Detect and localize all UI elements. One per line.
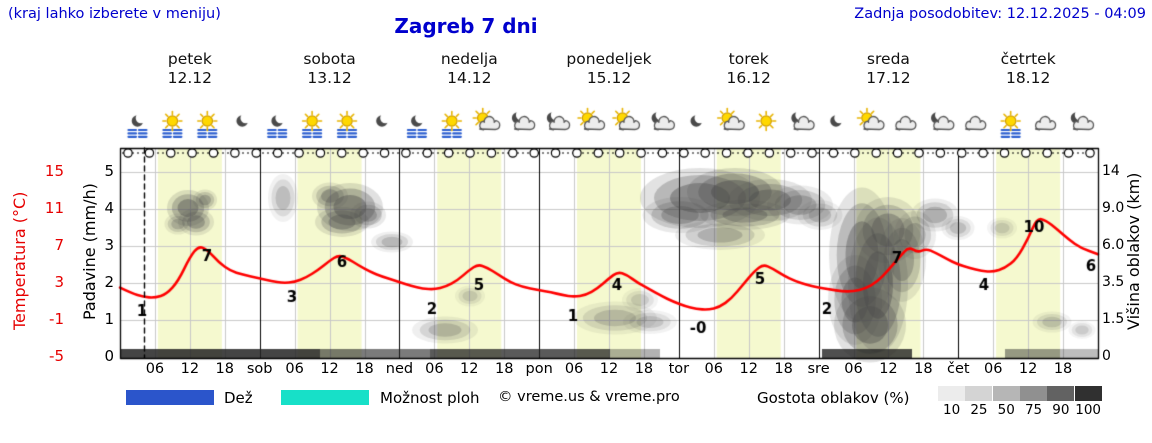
- cloud-density-swatch: [992, 386, 1020, 401]
- day-header: sreda 17.12: [813, 50, 963, 88]
- cloud-density-value: 10: [943, 402, 961, 418]
- day-date: 14.12: [447, 69, 492, 87]
- time-tick: sre: [807, 361, 830, 377]
- day-name: nedelja: [440, 50, 498, 68]
- cloud-height-tick: 1.5: [1102, 311, 1125, 327]
- precip-tick: 5: [104, 162, 114, 180]
- time-tick: 12: [180, 361, 200, 377]
- day-name: četrtek: [1000, 50, 1056, 68]
- time-tick: 06: [285, 361, 304, 377]
- time-tick: čet: [946, 361, 970, 377]
- day-date: 16.12: [726, 69, 771, 87]
- cloud-density-value: 25: [970, 402, 988, 418]
- day-date: 17.12: [866, 69, 911, 87]
- time-tick: 18: [215, 361, 234, 377]
- showers-legend-label: Možnost ploh: [380, 389, 480, 407]
- cloud-density-swatch: [938, 386, 965, 401]
- cloud-density-swatch: [1019, 386, 1047, 401]
- day-name: sobota: [303, 50, 356, 68]
- cloud-height-tick: 6.0: [1102, 237, 1125, 253]
- day-name: sreda: [866, 50, 910, 68]
- time-tick: ned: [385, 361, 414, 377]
- time-tick: 12: [879, 361, 898, 377]
- cloud-density-value: 100: [1075, 402, 1102, 418]
- cloud-density-value: 75: [1024, 402, 1043, 418]
- temp-tick: 15: [44, 162, 64, 180]
- time-tick: 06: [564, 361, 584, 377]
- time-tick: 18: [914, 361, 933, 377]
- time-tick: 06: [983, 361, 1003, 377]
- time-tick: 06: [844, 361, 863, 377]
- day-name: torek: [728, 50, 769, 68]
- time-tick: 12: [599, 361, 619, 377]
- time-tick: 18: [494, 361, 514, 377]
- time-tick: 18: [634, 361, 654, 377]
- time-tick: sob: [246, 361, 273, 377]
- cloud-density-value: 90: [1052, 402, 1070, 418]
- cloud-density-swatch: [1047, 386, 1075, 401]
- page-title: Zagreb 7 dni: [394, 14, 538, 38]
- time-tick: tor: [668, 361, 690, 377]
- day-header: petek 12.12: [115, 50, 265, 88]
- last-update-timestamp: Zadnja posodobitev: 12.12.2025 - 04:09: [854, 6, 1146, 22]
- time-tick: 18: [355, 361, 374, 377]
- day-header: ponedeljek 15.12: [534, 50, 684, 88]
- time-tick: 18: [1053, 361, 1073, 377]
- time-tick: 18: [774, 361, 793, 377]
- precip-tick: 1: [104, 310, 114, 328]
- temp-tick: -5: [49, 347, 64, 365]
- location-hint: (kraj lahko izberete v meniju): [8, 6, 221, 22]
- cloud-density-swatch: [1074, 386, 1102, 401]
- day-date: 15.12: [586, 69, 632, 87]
- day-date: 18.12: [1005, 69, 1051, 87]
- temp-tick: 3: [54, 273, 64, 291]
- rain-legend-label: Dež: [224, 389, 253, 407]
- day-header: četrtek 18.12: [953, 50, 1103, 88]
- cloud-height-tick: 0: [1102, 348, 1111, 364]
- rain-legend-swatch: [126, 390, 214, 405]
- time-tick: 12: [1018, 361, 1038, 377]
- precip-tick: 3: [104, 236, 114, 254]
- copyright-link[interactable]: © vreme.us & vreme.pro: [498, 389, 680, 405]
- precip-tick: 4: [104, 199, 114, 217]
- time-tick: 12: [460, 361, 479, 377]
- cloud-density-legend-label: Gostota oblakov (%): [757, 389, 910, 407]
- temp-tick: 11: [44, 199, 64, 217]
- temp-tick: -1: [49, 310, 64, 328]
- time-tick: 06: [145, 361, 165, 377]
- time-tick: 12: [320, 361, 339, 377]
- day-date: 13.12: [307, 69, 352, 87]
- cloud-height-tick: 3.5: [1102, 274, 1125, 290]
- day-header: nedelja 14.12: [394, 50, 544, 88]
- time-tick: 06: [425, 361, 444, 377]
- time-tick: 12: [739, 361, 758, 377]
- day-name: ponedeljek: [566, 50, 652, 68]
- precip-tick: 0: [104, 347, 114, 365]
- cloud-height-tick: 9.0: [1102, 200, 1125, 216]
- cloud-height-tick: 14: [1102, 163, 1120, 179]
- time-tick: pon: [525, 361, 553, 377]
- time-tick: 06: [704, 361, 723, 377]
- showers-legend-swatch: [281, 390, 369, 405]
- precip-tick: 2: [104, 273, 114, 291]
- cloud-density-swatch: [965, 386, 993, 401]
- day-header: torek 16.12: [674, 50, 824, 88]
- day-name: petek: [167, 50, 212, 68]
- temp-tick: 7: [54, 236, 64, 254]
- day-date: 12.12: [167, 69, 213, 87]
- cloud-density-value: 50: [997, 402, 1015, 418]
- day-header: sobota 13.12: [255, 50, 405, 88]
